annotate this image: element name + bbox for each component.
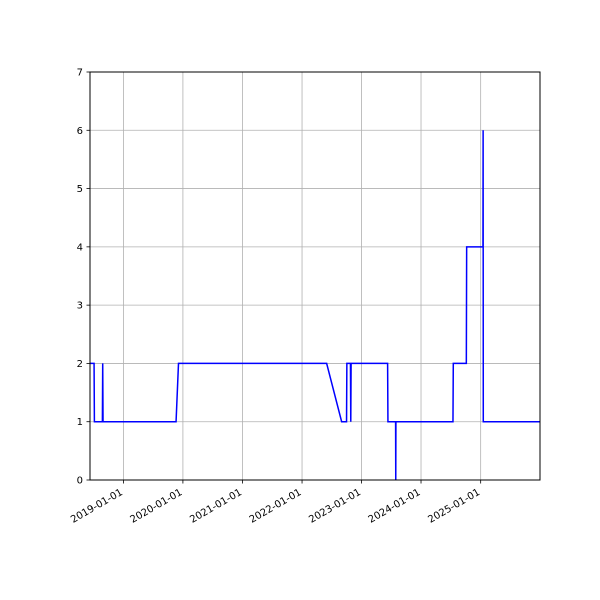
- y-tick-label: 1: [77, 417, 83, 428]
- series-line: [90, 130, 540, 481]
- y-tick-label: 3: [77, 301, 83, 312]
- series-layer: [90, 130, 540, 481]
- y-tick-label: 2: [77, 359, 83, 370]
- y-tick-label: 4: [77, 242, 83, 253]
- plot-frame: [89, 71, 541, 481]
- y-tick-label: 6: [77, 126, 83, 137]
- y-tick-label: 7: [77, 68, 83, 79]
- y-axis-ticks: 0 1 2 3 4 5 6 7: [77, 68, 90, 487]
- y-tick-label: 0: [77, 476, 83, 487]
- y-tick-label: 5: [77, 184, 83, 195]
